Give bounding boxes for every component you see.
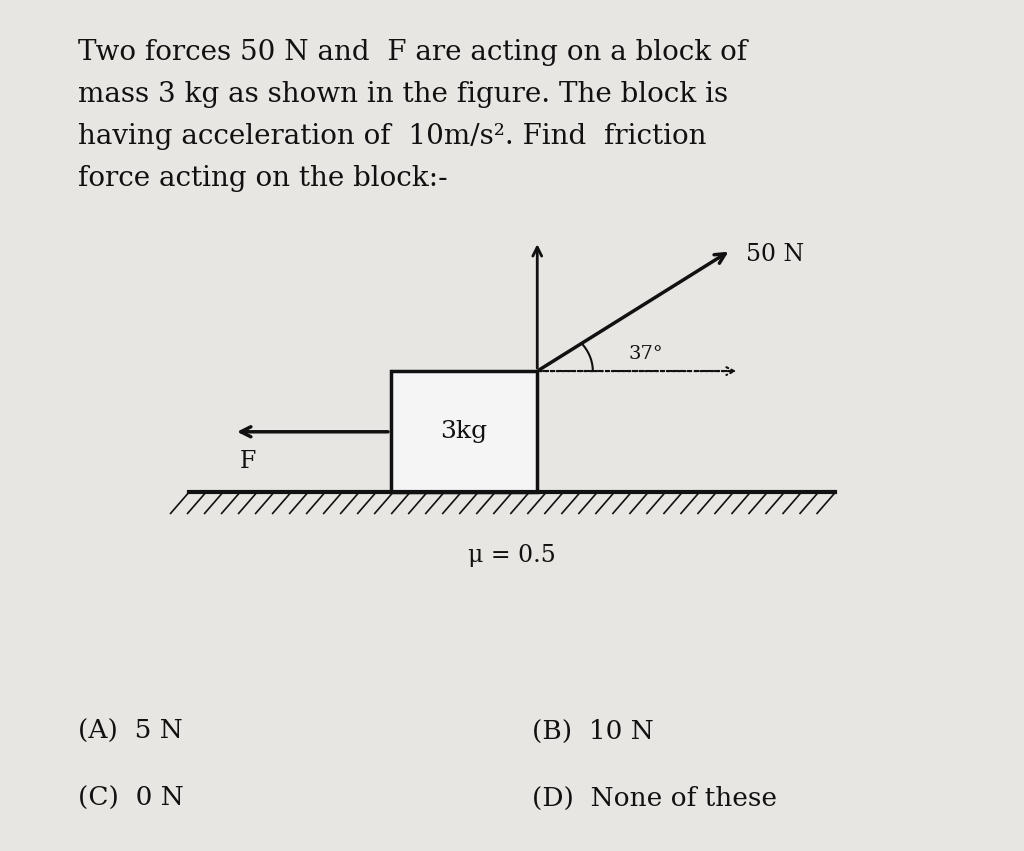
Text: force acting on the block:-: force acting on the block:-	[78, 165, 447, 192]
Text: 50 N: 50 N	[746, 243, 804, 266]
Text: μ = 0.5: μ = 0.5	[468, 544, 556, 567]
Text: mass 3 kg as shown in the figure. The block is: mass 3 kg as shown in the figure. The bl…	[78, 82, 728, 108]
Text: (D)  None of these: (D) None of these	[532, 785, 777, 810]
Text: 37°: 37°	[629, 346, 663, 363]
Text: having acceleration of  10m/s². Find  friction: having acceleration of 10m/s². Find fric…	[78, 123, 707, 150]
Text: F: F	[240, 449, 256, 472]
Text: Two forces 50 N and  F are acting on a block of: Two forces 50 N and F are acting on a bl…	[78, 39, 746, 66]
Bar	[391, 371, 538, 493]
Text: (B)  10 N: (B) 10 N	[532, 718, 654, 744]
Text: (A)  5 N: (A) 5 N	[78, 718, 182, 744]
Text: 3kg: 3kg	[440, 420, 487, 443]
Text: (C)  0 N: (C) 0 N	[78, 785, 183, 810]
